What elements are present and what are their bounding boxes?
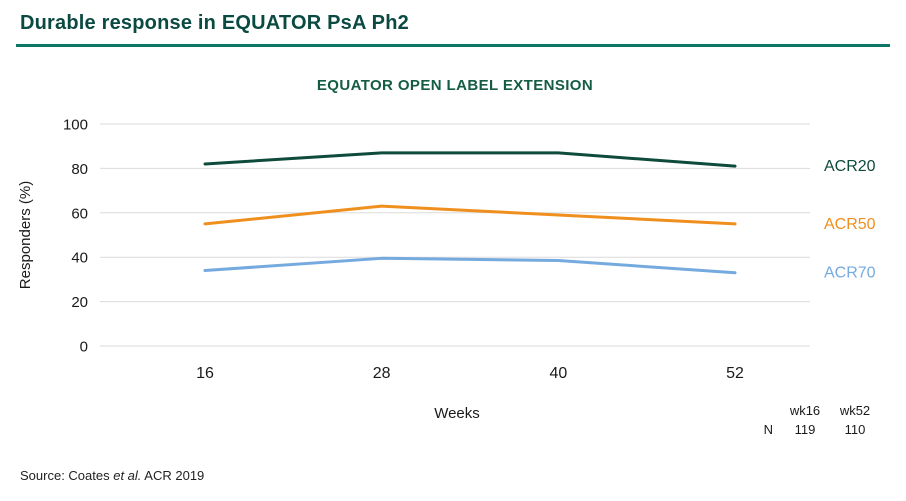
n-table: wk16 wk52 N 119 110 <box>764 403 871 437</box>
y-axis-ticks: 0 20 40 60 80 100 <box>63 117 88 356</box>
y-axis-label: Responders (%) <box>17 181 34 289</box>
y-tick-label: 100 <box>63 117 88 134</box>
n-table-value-wk16: 119 <box>795 422 816 437</box>
source-prefix: Source: Coates <box>20 468 114 483</box>
series-line-acr50 <box>203 204 737 226</box>
line-chart: EQUATOR OPEN LABEL EXTENSION 0 20 40 60 80 10… <box>17 77 876 437</box>
series-line-acr20 <box>203 151 737 168</box>
y-tick-label: 80 <box>71 161 88 178</box>
n-table-col-wk16: wk16 <box>789 403 820 418</box>
series-line-acr70 <box>203 256 737 275</box>
header: Durable response in EQUATOR PsA Ph2 <box>16 0 890 47</box>
x-tick-label: 52 <box>726 365 744 382</box>
y-tick-label: 0 <box>80 339 88 356</box>
gridlines <box>100 123 810 347</box>
n-table-value-wk52: 110 <box>845 422 866 437</box>
x-tick-label: 28 <box>373 365 391 382</box>
source-italic: et al. <box>113 468 142 483</box>
series-label-acr70: ACR70 <box>824 265 876 282</box>
x-tick-label: 16 <box>196 365 214 382</box>
x-tick-label: 40 <box>549 365 567 382</box>
series-label-acr50: ACR50 <box>824 216 876 233</box>
data-series: ACR20 ACR50 ACR70 <box>203 151 876 282</box>
x-axis-ticks: 16 28 40 52 <box>196 365 744 382</box>
n-table-row-label: N <box>764 422 773 437</box>
n-table-col-wk52: wk52 <box>839 403 870 418</box>
chart-title: EQUATOR OPEN LABEL EXTENSION <box>317 77 593 94</box>
page-title: Durable response in EQUATOR PsA Ph2 <box>20 12 409 34</box>
y-tick-label: 60 <box>71 205 88 222</box>
y-tick-label: 20 <box>71 294 88 311</box>
series-label-acr20: ACR20 <box>824 158 876 175</box>
source-suffix: ACR 2019 <box>141 468 205 483</box>
y-tick-label: 40 <box>71 250 88 267</box>
source-text: Source: Coates et al. ACR 2019 <box>16 468 890 483</box>
x-axis-label: Weeks <box>434 405 480 422</box>
